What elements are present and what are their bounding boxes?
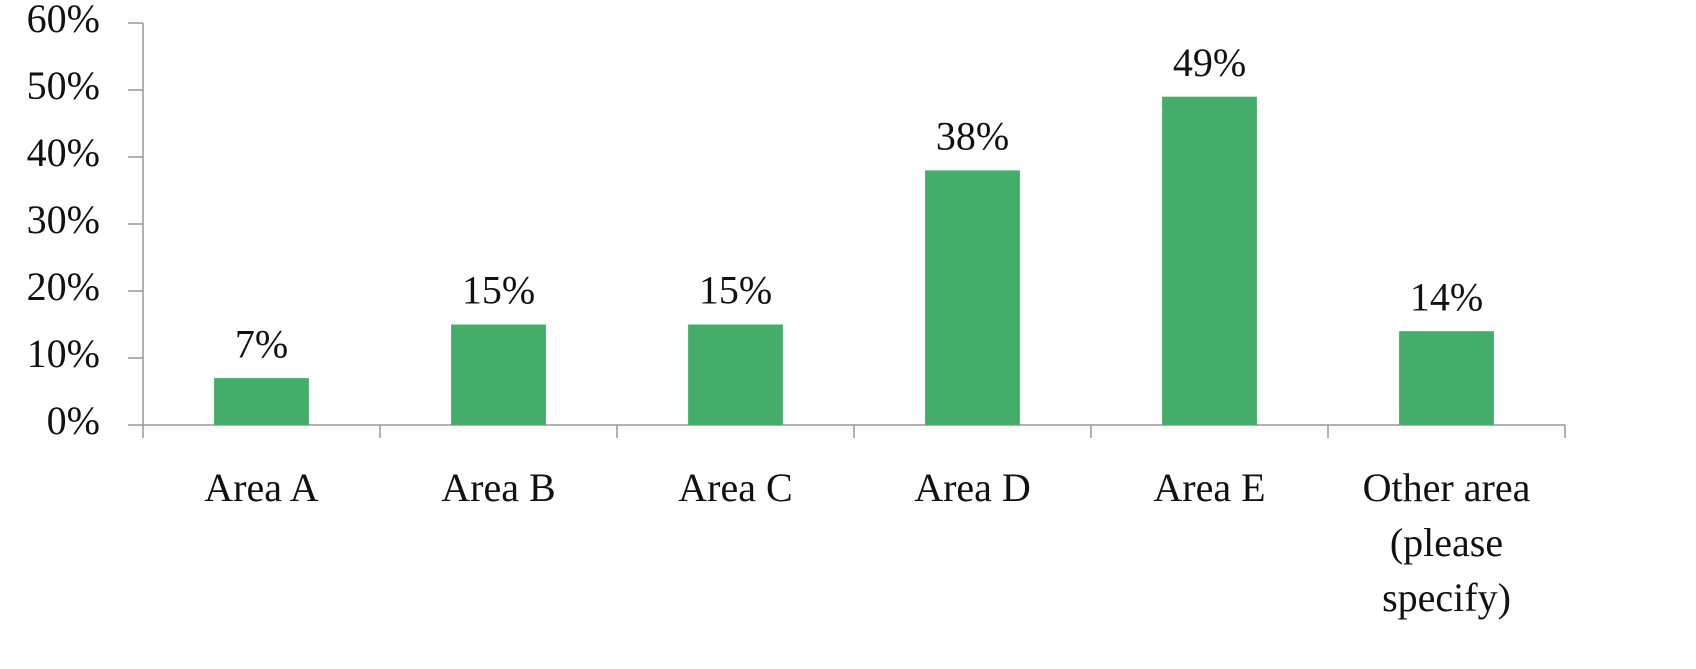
bar xyxy=(688,324,783,425)
value-label: 38% xyxy=(936,114,1009,159)
bar xyxy=(1162,96,1257,425)
x-tick-label: Area A xyxy=(204,465,319,510)
y-tick-label: 20% xyxy=(27,264,100,309)
y-tick-label: 10% xyxy=(27,331,100,376)
bar xyxy=(214,378,309,425)
value-label: 14% xyxy=(1410,274,1483,319)
x-tick-label: Area E xyxy=(1153,465,1266,510)
x-tick-label: Area C xyxy=(678,465,793,510)
value-label: 7% xyxy=(235,321,288,366)
y-tick-label: 30% xyxy=(27,197,100,242)
value-label: 15% xyxy=(699,268,772,313)
x-tick-label: Area B xyxy=(441,465,556,510)
value-label: 15% xyxy=(462,268,535,313)
value-label: 49% xyxy=(1173,40,1246,85)
x-tick-label: Area D xyxy=(914,465,1031,510)
bar xyxy=(451,324,546,425)
y-tick-label: 50% xyxy=(27,63,100,108)
x-tick-label: Other area (please specify) xyxy=(1362,465,1531,620)
bar xyxy=(1399,331,1494,425)
bar xyxy=(925,170,1020,425)
y-tick-label: 60% xyxy=(27,0,100,41)
y-tick-label: 40% xyxy=(27,130,100,175)
y-tick-label: 0% xyxy=(47,398,100,443)
